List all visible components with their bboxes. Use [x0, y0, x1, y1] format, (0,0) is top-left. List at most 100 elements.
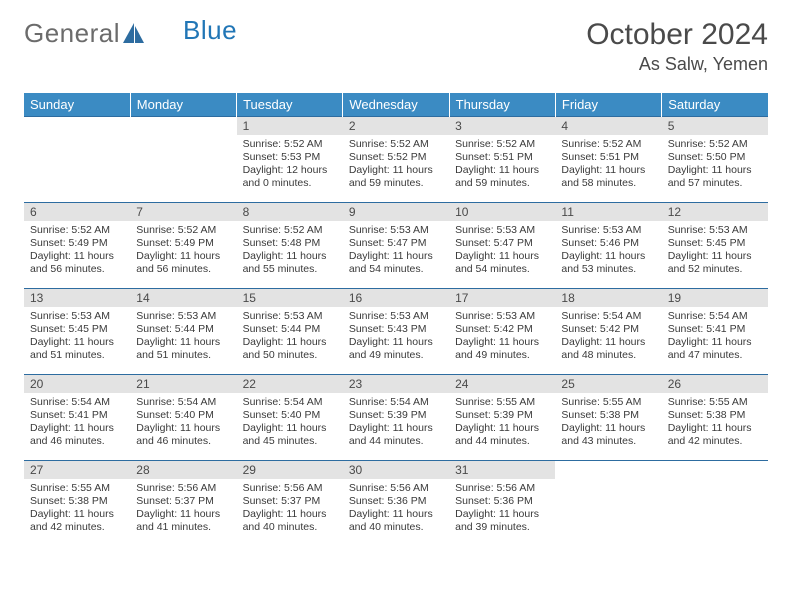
sunrise-text: Sunrise: 5:56 AM: [136, 482, 230, 495]
sunset-text: Sunset: 5:48 PM: [243, 237, 337, 250]
calendar-body: 1Sunrise: 5:52 AMSunset: 5:53 PMDaylight…: [24, 117, 768, 547]
brand-logo: General Blue: [24, 18, 237, 49]
daylight-line2: and 51 minutes.: [136, 349, 230, 362]
calendar-cell: 10Sunrise: 5:53 AMSunset: 5:47 PMDayligh…: [449, 203, 555, 289]
daylight-line2: and 42 minutes.: [30, 521, 124, 534]
weekday-tuesday: Tuesday: [237, 93, 343, 117]
day-number: 13: [24, 289, 130, 307]
day-number: 30: [343, 461, 449, 479]
sunrise-text: Sunrise: 5:52 AM: [561, 138, 655, 151]
daylight-line2: and 40 minutes.: [349, 521, 443, 534]
sunset-text: Sunset: 5:52 PM: [349, 151, 443, 164]
day-body: Sunrise: 5:55 AMSunset: 5:38 PMDaylight:…: [662, 393, 768, 453]
daylight-line1: Daylight: 11 hours: [455, 422, 549, 435]
daylight-line1: Daylight: 11 hours: [561, 164, 655, 177]
sunrise-text: Sunrise: 5:53 AM: [349, 224, 443, 237]
sunset-text: Sunset: 5:38 PM: [561, 409, 655, 422]
day-number: 3: [449, 117, 555, 135]
day-number: 12: [662, 203, 768, 221]
day-body: Sunrise: 5:54 AMSunset: 5:41 PMDaylight:…: [24, 393, 130, 453]
calendar-cell: 8Sunrise: 5:52 AMSunset: 5:48 PMDaylight…: [237, 203, 343, 289]
sunrise-text: Sunrise: 5:56 AM: [455, 482, 549, 495]
day-number: 28: [130, 461, 236, 479]
calendar-week-row: 20Sunrise: 5:54 AMSunset: 5:41 PMDayligh…: [24, 375, 768, 461]
daylight-line2: and 39 minutes.: [455, 521, 549, 534]
sunrise-text: Sunrise: 5:56 AM: [349, 482, 443, 495]
sunset-text: Sunset: 5:41 PM: [30, 409, 124, 422]
daylight-line1: Daylight: 11 hours: [561, 250, 655, 263]
day-number: 7: [130, 203, 236, 221]
sunset-text: Sunset: 5:47 PM: [455, 237, 549, 250]
sunset-text: Sunset: 5:39 PM: [349, 409, 443, 422]
calendar-cell: 6Sunrise: 5:52 AMSunset: 5:49 PMDaylight…: [24, 203, 130, 289]
calendar-cell: 23Sunrise: 5:54 AMSunset: 5:39 PMDayligh…: [343, 375, 449, 461]
calendar-cell: [130, 117, 236, 203]
sunrise-text: Sunrise: 5:53 AM: [349, 310, 443, 323]
daylight-line2: and 44 minutes.: [455, 435, 549, 448]
daylight-line1: Daylight: 11 hours: [136, 422, 230, 435]
weekday-header-row: Sunday Monday Tuesday Wednesday Thursday…: [24, 93, 768, 117]
sunrise-text: Sunrise: 5:54 AM: [561, 310, 655, 323]
day-body: Sunrise: 5:53 AMSunset: 5:45 PMDaylight:…: [662, 221, 768, 281]
calendar-cell: 2Sunrise: 5:52 AMSunset: 5:52 PMDaylight…: [343, 117, 449, 203]
calendar-cell: 3Sunrise: 5:52 AMSunset: 5:51 PMDaylight…: [449, 117, 555, 203]
calendar-cell: 31Sunrise: 5:56 AMSunset: 5:36 PMDayligh…: [449, 461, 555, 547]
sunset-text: Sunset: 5:47 PM: [349, 237, 443, 250]
daylight-line2: and 46 minutes.: [30, 435, 124, 448]
calendar-cell: 18Sunrise: 5:54 AMSunset: 5:42 PMDayligh…: [555, 289, 661, 375]
day-number: 6: [24, 203, 130, 221]
daylight-line1: Daylight: 11 hours: [30, 250, 124, 263]
day-number: 2: [343, 117, 449, 135]
calendar-week-row: 6Sunrise: 5:52 AMSunset: 5:49 PMDaylight…: [24, 203, 768, 289]
day-body: Sunrise: 5:53 AMSunset: 5:47 PMDaylight:…: [449, 221, 555, 281]
day-body: Sunrise: 5:53 AMSunset: 5:44 PMDaylight:…: [130, 307, 236, 367]
daylight-line2: and 55 minutes.: [243, 263, 337, 276]
day-number: 22: [237, 375, 343, 393]
sunset-text: Sunset: 5:44 PM: [136, 323, 230, 336]
calendar-cell: 24Sunrise: 5:55 AMSunset: 5:39 PMDayligh…: [449, 375, 555, 461]
daylight-line1: Daylight: 11 hours: [136, 250, 230, 263]
sunset-text: Sunset: 5:40 PM: [136, 409, 230, 422]
day-number: 19: [662, 289, 768, 307]
daylight-line1: Daylight: 11 hours: [668, 164, 762, 177]
daylight-line1: Daylight: 11 hours: [30, 422, 124, 435]
daylight-line1: Daylight: 11 hours: [30, 508, 124, 521]
day-number: 11: [555, 203, 661, 221]
day-body: Sunrise: 5:54 AMSunset: 5:40 PMDaylight:…: [130, 393, 236, 453]
calendar-cell: 25Sunrise: 5:55 AMSunset: 5:38 PMDayligh…: [555, 375, 661, 461]
sunrise-text: Sunrise: 5:54 AM: [349, 396, 443, 409]
calendar-cell: 22Sunrise: 5:54 AMSunset: 5:40 PMDayligh…: [237, 375, 343, 461]
day-body: Sunrise: 5:52 AMSunset: 5:49 PMDaylight:…: [130, 221, 236, 281]
sunset-text: Sunset: 5:49 PM: [136, 237, 230, 250]
daylight-line1: Daylight: 11 hours: [668, 250, 762, 263]
sunrise-text: Sunrise: 5:53 AM: [668, 224, 762, 237]
day-number: 9: [343, 203, 449, 221]
day-number: 1: [237, 117, 343, 135]
day-body: Sunrise: 5:53 AMSunset: 5:46 PMDaylight:…: [555, 221, 661, 281]
sunrise-text: Sunrise: 5:52 AM: [243, 224, 337, 237]
sunset-text: Sunset: 5:38 PM: [668, 409, 762, 422]
calendar-cell: 16Sunrise: 5:53 AMSunset: 5:43 PMDayligh…: [343, 289, 449, 375]
weekday-sunday: Sunday: [24, 93, 130, 117]
sunrise-text: Sunrise: 5:53 AM: [561, 224, 655, 237]
title-block: October 2024 As Salw, Yemen: [586, 18, 768, 75]
day-number: 23: [343, 375, 449, 393]
day-number: 17: [449, 289, 555, 307]
daylight-line2: and 49 minutes.: [349, 349, 443, 362]
day-body: Sunrise: 5:56 AMSunset: 5:36 PMDaylight:…: [449, 479, 555, 539]
daylight-line2: and 45 minutes.: [243, 435, 337, 448]
daylight-line1: Daylight: 11 hours: [455, 250, 549, 263]
sunset-text: Sunset: 5:49 PM: [30, 237, 124, 250]
daylight-line1: Daylight: 11 hours: [243, 508, 337, 521]
sunrise-text: Sunrise: 5:52 AM: [668, 138, 762, 151]
calendar-cell: 29Sunrise: 5:56 AMSunset: 5:37 PMDayligh…: [237, 461, 343, 547]
daylight-line2: and 0 minutes.: [243, 177, 337, 190]
sunset-text: Sunset: 5:36 PM: [349, 495, 443, 508]
calendar-cell: 17Sunrise: 5:53 AMSunset: 5:42 PMDayligh…: [449, 289, 555, 375]
sunset-text: Sunset: 5:51 PM: [455, 151, 549, 164]
day-body: Sunrise: 5:53 AMSunset: 5:44 PMDaylight:…: [237, 307, 343, 367]
daylight-line2: and 51 minutes.: [30, 349, 124, 362]
calendar-week-row: 27Sunrise: 5:55 AMSunset: 5:38 PMDayligh…: [24, 461, 768, 547]
calendar-cell: [662, 461, 768, 547]
sunset-text: Sunset: 5:45 PM: [668, 237, 762, 250]
